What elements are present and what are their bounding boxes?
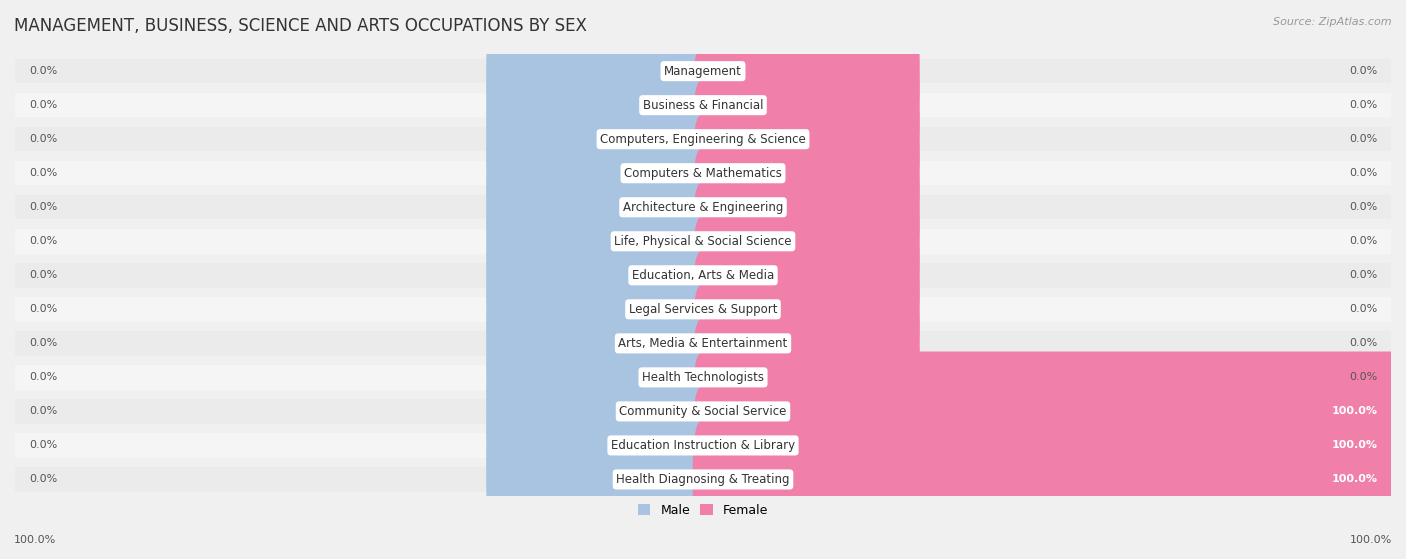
Text: Education, Arts & Media: Education, Arts & Media	[631, 269, 775, 282]
Text: 0.0%: 0.0%	[28, 202, 58, 212]
FancyBboxPatch shape	[693, 352, 1402, 471]
FancyBboxPatch shape	[15, 229, 1391, 254]
FancyBboxPatch shape	[693, 318, 920, 437]
FancyBboxPatch shape	[15, 365, 1391, 390]
FancyBboxPatch shape	[15, 263, 1391, 287]
FancyBboxPatch shape	[693, 386, 1402, 505]
FancyBboxPatch shape	[693, 45, 920, 165]
FancyBboxPatch shape	[486, 386, 713, 505]
Text: 100.0%: 100.0%	[1350, 535, 1392, 545]
Text: 0.0%: 0.0%	[1348, 202, 1378, 212]
FancyBboxPatch shape	[693, 420, 1402, 539]
Text: 0.0%: 0.0%	[28, 440, 58, 451]
Text: 0.0%: 0.0%	[1348, 134, 1378, 144]
Text: Legal Services & Support: Legal Services & Support	[628, 303, 778, 316]
FancyBboxPatch shape	[15, 93, 1391, 117]
Text: 100.0%: 100.0%	[1331, 440, 1378, 451]
FancyBboxPatch shape	[486, 352, 713, 471]
FancyBboxPatch shape	[486, 148, 713, 267]
FancyBboxPatch shape	[486, 11, 713, 131]
FancyBboxPatch shape	[15, 161, 1391, 186]
Text: 0.0%: 0.0%	[1348, 66, 1378, 76]
Text: 0.0%: 0.0%	[1348, 338, 1378, 348]
Text: 0.0%: 0.0%	[28, 475, 58, 485]
FancyBboxPatch shape	[486, 45, 713, 165]
FancyBboxPatch shape	[693, 283, 920, 403]
Text: Source: ZipAtlas.com: Source: ZipAtlas.com	[1274, 17, 1392, 27]
FancyBboxPatch shape	[486, 215, 713, 335]
FancyBboxPatch shape	[15, 433, 1391, 458]
Text: 0.0%: 0.0%	[28, 406, 58, 416]
Text: Business & Financial: Business & Financial	[643, 99, 763, 112]
Text: 100.0%: 100.0%	[14, 535, 56, 545]
FancyBboxPatch shape	[693, 113, 920, 233]
Text: Education Instruction & Library: Education Instruction & Library	[612, 439, 794, 452]
FancyBboxPatch shape	[693, 249, 920, 369]
FancyBboxPatch shape	[693, 215, 920, 335]
Text: Architecture & Engineering: Architecture & Engineering	[623, 201, 783, 214]
Text: 0.0%: 0.0%	[1348, 168, 1378, 178]
Text: 0.0%: 0.0%	[28, 236, 58, 247]
FancyBboxPatch shape	[486, 420, 713, 539]
Text: 0.0%: 0.0%	[28, 271, 58, 280]
Text: 0.0%: 0.0%	[1348, 100, 1378, 110]
FancyBboxPatch shape	[486, 249, 713, 369]
Text: Life, Physical & Social Science: Life, Physical & Social Science	[614, 235, 792, 248]
FancyBboxPatch shape	[15, 399, 1391, 424]
FancyBboxPatch shape	[486, 318, 713, 437]
Text: 0.0%: 0.0%	[28, 304, 58, 314]
Text: 100.0%: 100.0%	[1331, 475, 1378, 485]
FancyBboxPatch shape	[486, 79, 713, 199]
FancyBboxPatch shape	[15, 331, 1391, 356]
FancyBboxPatch shape	[486, 181, 713, 301]
Text: 0.0%: 0.0%	[1348, 372, 1378, 382]
Text: Computers & Mathematics: Computers & Mathematics	[624, 167, 782, 180]
Legend: Male, Female: Male, Female	[638, 504, 768, 517]
Text: 0.0%: 0.0%	[1348, 271, 1378, 280]
Text: Arts, Media & Entertainment: Arts, Media & Entertainment	[619, 337, 787, 350]
FancyBboxPatch shape	[15, 127, 1391, 151]
Text: 0.0%: 0.0%	[28, 372, 58, 382]
Text: 0.0%: 0.0%	[28, 168, 58, 178]
FancyBboxPatch shape	[15, 467, 1391, 492]
FancyBboxPatch shape	[486, 283, 713, 403]
FancyBboxPatch shape	[15, 297, 1391, 321]
FancyBboxPatch shape	[693, 79, 920, 199]
FancyBboxPatch shape	[15, 59, 1391, 83]
Text: 100.0%: 100.0%	[1331, 406, 1378, 416]
Text: 0.0%: 0.0%	[1348, 236, 1378, 247]
Text: Health Technologists: Health Technologists	[643, 371, 763, 384]
Text: 0.0%: 0.0%	[1348, 304, 1378, 314]
Text: 0.0%: 0.0%	[28, 134, 58, 144]
FancyBboxPatch shape	[486, 113, 713, 233]
Text: 0.0%: 0.0%	[28, 100, 58, 110]
Text: MANAGEMENT, BUSINESS, SCIENCE AND ARTS OCCUPATIONS BY SEX: MANAGEMENT, BUSINESS, SCIENCE AND ARTS O…	[14, 17, 586, 35]
FancyBboxPatch shape	[693, 148, 920, 267]
Text: Management: Management	[664, 65, 742, 78]
Text: 0.0%: 0.0%	[28, 338, 58, 348]
FancyBboxPatch shape	[693, 11, 920, 131]
Text: Health Diagnosing & Treating: Health Diagnosing & Treating	[616, 473, 790, 486]
FancyBboxPatch shape	[693, 181, 920, 301]
FancyBboxPatch shape	[15, 195, 1391, 220]
Text: 0.0%: 0.0%	[28, 66, 58, 76]
Text: Community & Social Service: Community & Social Service	[619, 405, 787, 418]
Text: Computers, Engineering & Science: Computers, Engineering & Science	[600, 132, 806, 146]
